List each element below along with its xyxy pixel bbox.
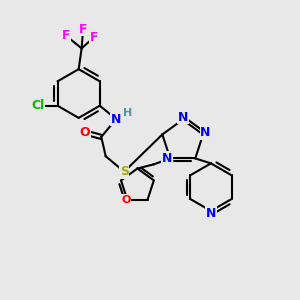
Text: N: N [162, 152, 172, 165]
Text: N: N [178, 111, 188, 124]
Text: F: F [90, 31, 98, 44]
Text: O: O [121, 195, 130, 205]
Text: S: S [120, 165, 129, 178]
Text: Cl: Cl [32, 99, 45, 112]
Text: F: F [79, 22, 87, 35]
Text: H: H [123, 108, 132, 118]
Text: N: N [206, 207, 216, 220]
Text: O: O [80, 126, 90, 139]
Text: F: F [62, 29, 70, 42]
Text: N: N [111, 112, 121, 126]
Text: N: N [200, 127, 211, 140]
